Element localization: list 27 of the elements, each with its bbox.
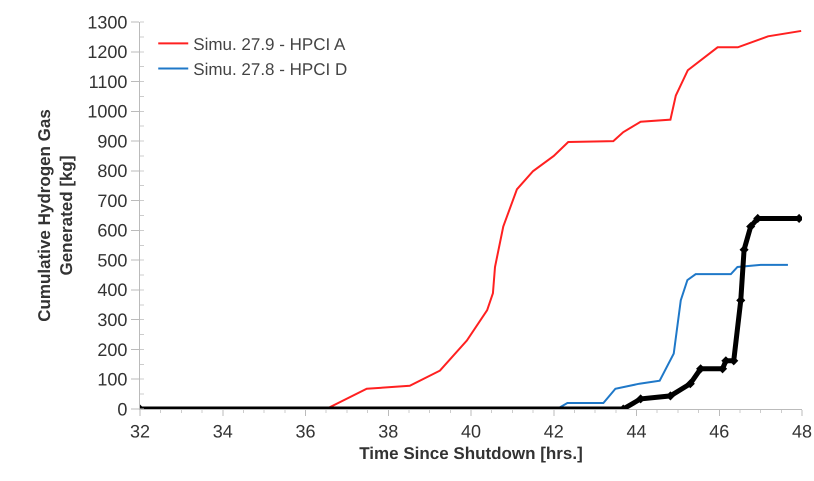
x-tick-label: 42	[544, 422, 564, 442]
y-tick-label: 700	[97, 190, 128, 211]
x-tick-label: 48	[792, 422, 812, 442]
legend-label: Simu. 27.8 - HPCI D	[193, 60, 348, 80]
y-tick-label: 300	[97, 310, 128, 330]
x-tick-label: 44	[626, 422, 647, 442]
y-tick-label: 400	[97, 280, 128, 300]
y-tick-label: 1300	[87, 12, 128, 32]
y-tick-label: 1100	[88, 72, 128, 92]
y-tick-label: 600	[97, 220, 128, 241]
y-tick-label: 1000	[87, 102, 128, 122]
y-axis-title: Cumulative Hydrogen Gas Generated [kg]	[34, 109, 76, 322]
y-tick-label: 200	[97, 340, 128, 360]
x-tick-label: 38	[378, 422, 398, 442]
x-tick-label: 34	[212, 422, 233, 442]
y-tick-label: 1200	[87, 42, 128, 62]
y-tick-label: 800	[97, 161, 128, 182]
x-tick-label: 46	[709, 422, 730, 442]
y-tick-label: 0	[117, 399, 128, 420]
x-tick-label: 36	[295, 422, 316, 442]
x-tick-label: 32	[130, 422, 150, 442]
y-tick-label: 100	[97, 370, 128, 390]
y-tick-label: 500	[97, 250, 128, 270]
y-tick-label: 900	[97, 131, 128, 152]
x-axis-title: Time Since Shutdown [hrs.]	[359, 444, 583, 463]
x-tick-label: 40	[460, 422, 482, 442]
legend-label: Simu. 27.9 - HPCI A	[193, 35, 346, 54]
